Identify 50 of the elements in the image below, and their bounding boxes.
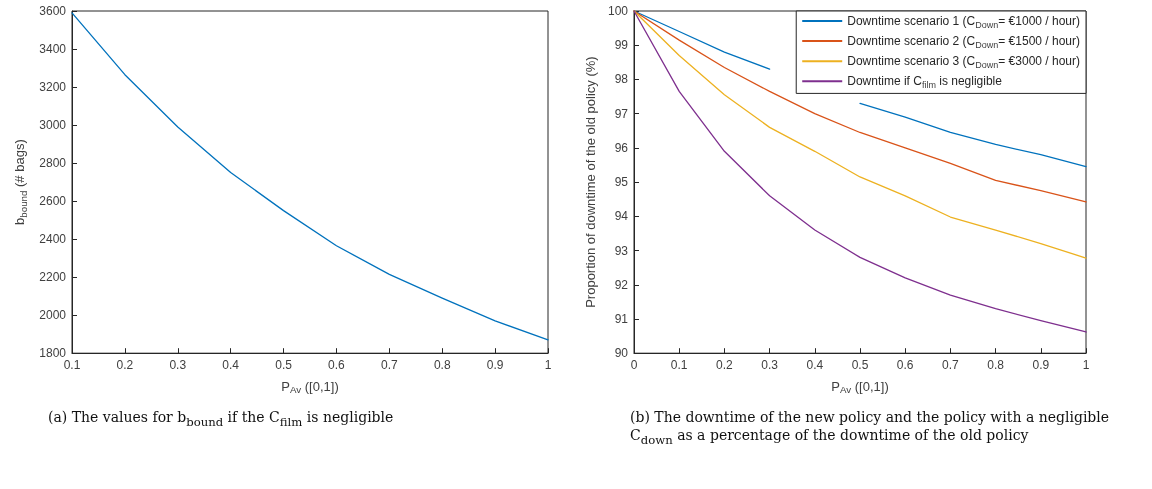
text: (b) The downtime of the new policy and the policy with a negligible C$_{down}$ as a percentage of the downtime of the old policy xyxy=(630,408,1111,449)
x-tick-label: 0.8 xyxy=(987,358,1005,373)
y-tick-label: 3200 xyxy=(39,80,67,95)
y-tick-label: 94 xyxy=(614,209,629,224)
x-tick-label: 0.1 xyxy=(670,358,688,373)
x-tick-label: 0.8 xyxy=(433,358,451,373)
y-axis-title: bbound (# bags) xyxy=(12,139,29,225)
line-series xyxy=(633,10,1087,333)
y-tick-label: 2600 xyxy=(39,194,67,209)
y-axis-title: Proportion of downtime of the old policy (%) xyxy=(583,56,599,308)
x-tick-label: 0.2 xyxy=(716,358,734,373)
text: (a) The values for b$_{bound}$ if the C$_{film}$ is negligible xyxy=(48,408,395,431)
line-series xyxy=(71,12,549,341)
x-tick-label: 0.3 xyxy=(761,358,779,373)
y-tick-label: 98 xyxy=(614,72,629,87)
x-tick-label: 0.5 xyxy=(275,358,293,373)
x-tick-label: 0.4 xyxy=(806,358,824,373)
x-tick-label: 0.5 xyxy=(851,358,869,373)
x-tick-label: 0.9 xyxy=(1032,358,1050,373)
y-tick-label: 95 xyxy=(614,175,629,190)
line-series xyxy=(633,10,1087,203)
y-tick-label: 99 xyxy=(614,38,629,53)
line-series xyxy=(633,10,1087,259)
x-tick-label: 1 xyxy=(544,358,552,373)
y-tick-label: 2400 xyxy=(39,232,67,247)
x-tick-label: 0.2 xyxy=(116,358,134,373)
x-tick-label: 0.7 xyxy=(380,358,398,373)
y-tick-label: 97 xyxy=(614,106,629,121)
x-tick-label: 0.4 xyxy=(222,358,240,373)
x-tick-label: 0.6 xyxy=(896,358,914,373)
y-tick-label: 1800 xyxy=(39,346,67,361)
y-tick-label: 92 xyxy=(614,277,629,292)
y-tick-label: 3000 xyxy=(39,118,67,133)
x-tick-label: 1 xyxy=(1082,358,1090,373)
y-tick-label: 91 xyxy=(614,311,629,326)
x-tick-label: 0.7 xyxy=(942,358,960,373)
x-tick-label: 0.1 xyxy=(63,358,81,373)
y-tick-label: 2800 xyxy=(39,156,67,171)
x-tick-label: 0 xyxy=(630,358,638,373)
y-tick-label: 3400 xyxy=(39,42,67,57)
y-tick-label: 3600 xyxy=(39,4,67,18)
y-tick-label: 93 xyxy=(614,243,629,258)
y-tick-label: 96 xyxy=(614,140,629,155)
y-tick-label: 100 xyxy=(607,4,629,18)
x-tick-label: 0.9 xyxy=(486,358,504,373)
y-tick-label: 2000 xyxy=(39,308,67,323)
x-tick-label: 0.6 xyxy=(328,358,346,373)
x-tick-label: 0.3 xyxy=(169,358,187,373)
y-tick-label: 90 xyxy=(614,346,629,361)
y-tick-label: 2200 xyxy=(39,270,67,285)
